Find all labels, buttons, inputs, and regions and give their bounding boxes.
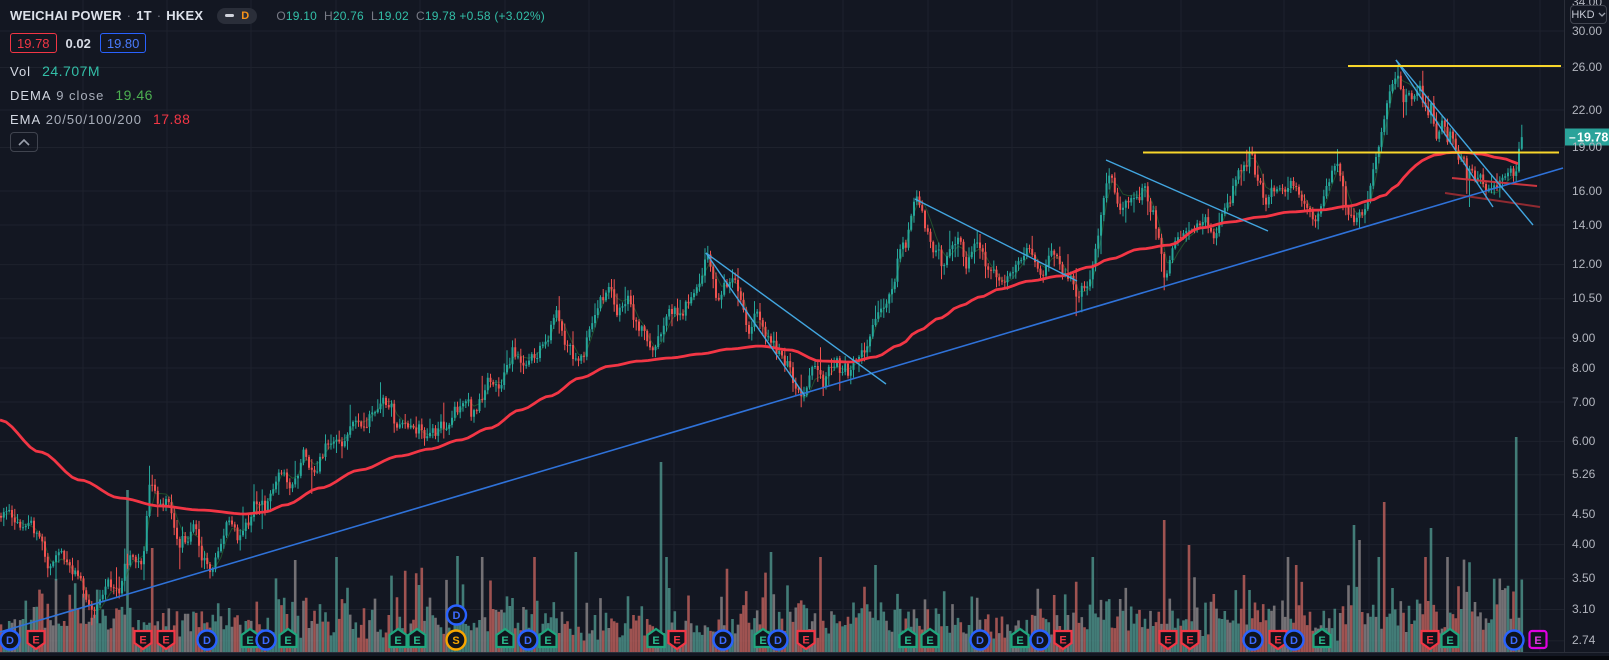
- svg-text:E: E: [501, 635, 508, 647]
- svg-text:D: D: [1290, 635, 1298, 647]
- svg-text:D: D: [774, 635, 782, 647]
- svg-text:D: D: [1510, 635, 1518, 647]
- svg-text:E: E: [246, 635, 253, 647]
- svg-text:–: –: [1569, 130, 1576, 144]
- svg-text:E: E: [1318, 635, 1325, 647]
- svg-text:D: D: [976, 635, 984, 647]
- svg-text:E: E: [1016, 635, 1023, 647]
- svg-text:E: E: [1426, 635, 1433, 647]
- svg-text:E: E: [139, 635, 146, 647]
- svg-text:E: E: [904, 635, 911, 647]
- svg-text:E: E: [1164, 635, 1171, 647]
- svg-text:E: E: [544, 635, 551, 647]
- svg-text:E: E: [652, 635, 659, 647]
- svg-text:E: E: [413, 635, 420, 647]
- svg-text:D: D: [6, 635, 14, 647]
- svg-text:S: S: [452, 635, 459, 647]
- svg-text:E: E: [1186, 635, 1193, 647]
- svg-text:E: E: [284, 635, 291, 647]
- svg-text:D: D: [1036, 635, 1044, 647]
- svg-text:E: E: [1534, 635, 1541, 647]
- svg-text:E: E: [394, 635, 401, 647]
- svg-text:E: E: [759, 635, 766, 647]
- svg-text:E: E: [673, 635, 680, 647]
- svg-text:E: E: [32, 635, 39, 647]
- svg-text:D: D: [524, 635, 532, 647]
- svg-text:E: E: [1274, 635, 1281, 647]
- svg-text:E: E: [162, 635, 169, 647]
- svg-text:D: D: [719, 635, 727, 647]
- svg-text:D: D: [453, 610, 461, 622]
- svg-text:E: E: [802, 635, 809, 647]
- svg-text:19.78: 19.78: [1577, 131, 1608, 145]
- svg-text:D: D: [1249, 635, 1257, 647]
- svg-text:D: D: [262, 635, 270, 647]
- svg-text:D: D: [203, 635, 211, 647]
- svg-text:E: E: [1059, 635, 1066, 647]
- svg-text:E: E: [1446, 635, 1453, 647]
- svg-text:E: E: [926, 635, 933, 647]
